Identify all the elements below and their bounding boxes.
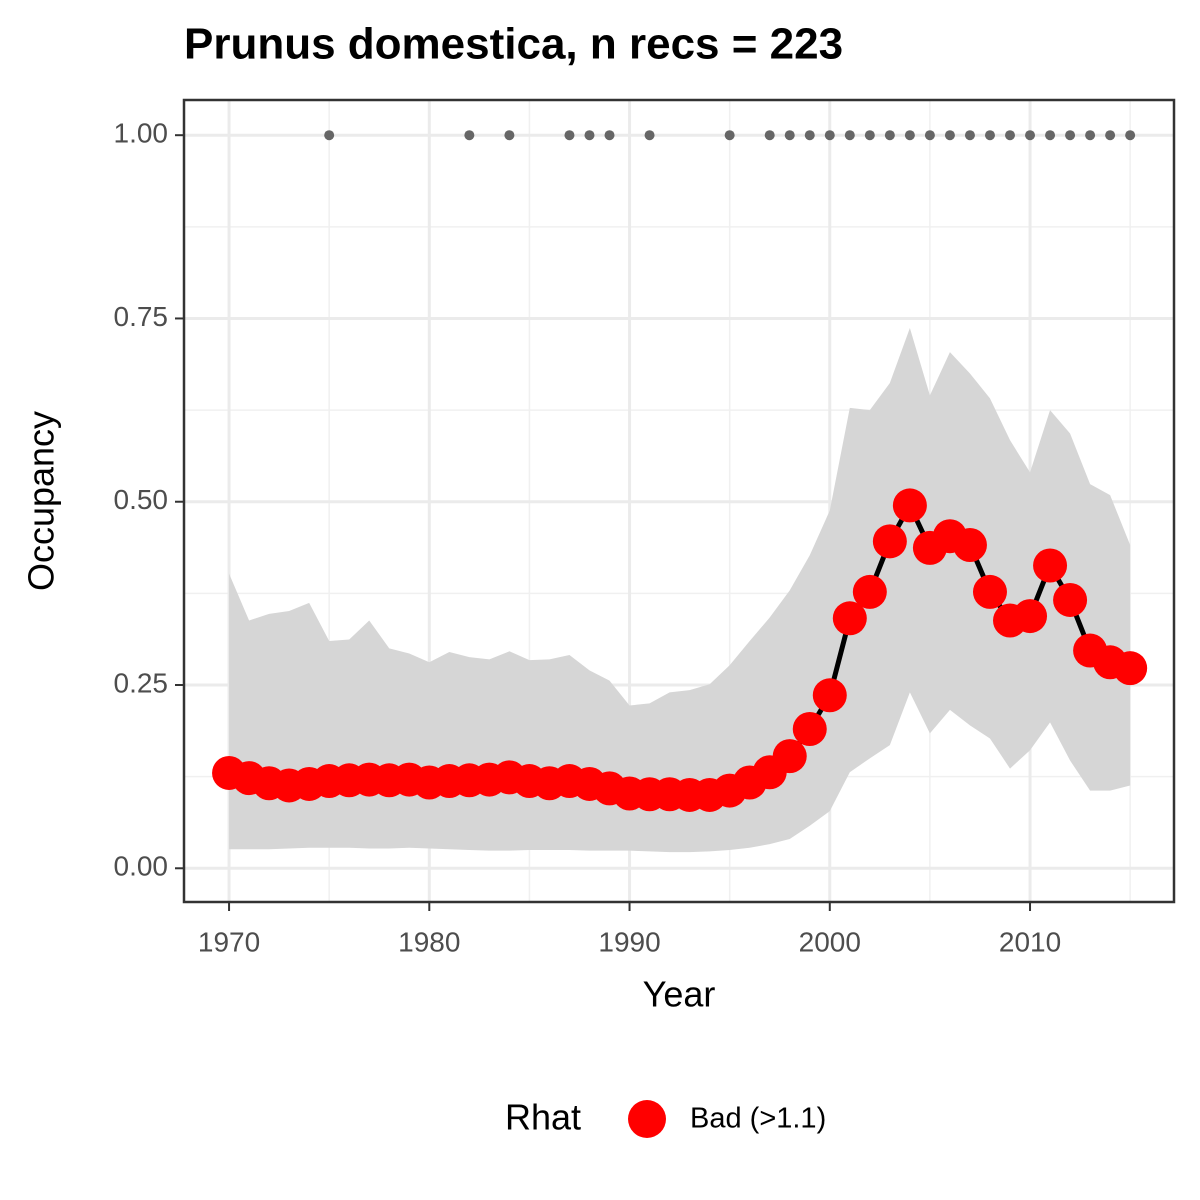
record-point (964, 130, 975, 141)
y-tick-label: 0.00 (114, 851, 169, 882)
data-point (792, 711, 827, 746)
y-tick-label: 0.50 (114, 484, 169, 515)
x-tick-label: 2010 (999, 926, 1061, 957)
record-point (724, 130, 735, 141)
x-axis-label: Year (643, 974, 716, 1015)
record-point (584, 130, 595, 141)
record-point (824, 130, 835, 141)
record-point (764, 130, 775, 141)
data-point (1113, 651, 1148, 686)
legend-title: Rhat (505, 1097, 581, 1138)
y-tick-label: 1.00 (114, 118, 169, 149)
data-point (952, 527, 987, 562)
record-point (1085, 130, 1096, 141)
record-point (504, 130, 515, 141)
data-point (1013, 599, 1048, 634)
x-tick-label: 1980 (398, 926, 460, 957)
record-point (784, 130, 795, 141)
record-point (1125, 130, 1136, 141)
record-point (464, 130, 475, 141)
record-point (944, 130, 955, 141)
data-point (1053, 582, 1088, 617)
x-tick-label: 2000 (799, 926, 861, 957)
record-point (804, 130, 815, 141)
record-point (1045, 130, 1056, 141)
y-tick-label: 0.25 (114, 667, 169, 698)
data-point (812, 678, 847, 713)
record-point (1065, 130, 1076, 141)
y-axis-label: Occupancy (21, 411, 62, 591)
record-point (844, 130, 855, 141)
y-tick-label: 0.75 (114, 301, 169, 332)
x-tick-label: 1970 (198, 926, 260, 957)
plot-border (182, 98, 1176, 904)
record-point (564, 130, 575, 141)
record-point (644, 130, 655, 141)
record-point (984, 130, 995, 141)
data-point (892, 488, 927, 523)
record-point (904, 130, 915, 141)
data-point (852, 574, 887, 609)
chart-title: Prunus domestica, n recs = 223 (184, 20, 843, 69)
legend-label: Bad (>1.1) (690, 1103, 826, 1135)
record-point (604, 130, 615, 141)
record-point (1025, 130, 1036, 141)
legend-marker (628, 1100, 666, 1138)
data-point (772, 739, 807, 774)
record-point (924, 130, 935, 141)
x-tick-label: 1990 (598, 926, 660, 957)
record-point (1105, 130, 1116, 141)
confidence-band (229, 327, 1131, 853)
record-point (1005, 130, 1016, 141)
record-point (864, 130, 875, 141)
data-point (972, 574, 1007, 609)
data-point (872, 524, 907, 559)
data-point (1033, 548, 1068, 583)
record-point (884, 130, 895, 141)
data-point (832, 601, 867, 636)
record-point (324, 130, 335, 141)
